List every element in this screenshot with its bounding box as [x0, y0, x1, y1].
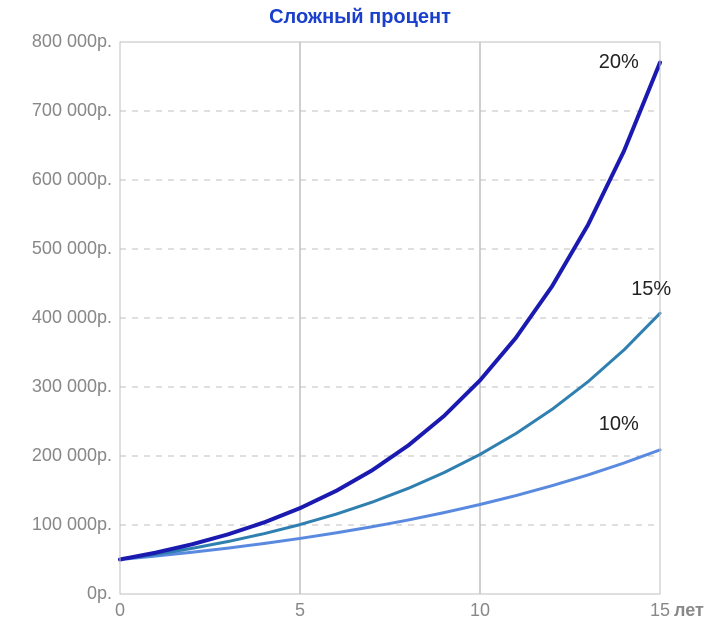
y-tick-label: 200 000р.	[32, 445, 112, 466]
x-tick-label: 10	[460, 600, 500, 621]
y-tick-label: 300 000р.	[32, 376, 112, 397]
y-tick-label: 800 000р.	[32, 31, 112, 52]
x-tick-label: 0	[100, 600, 140, 621]
y-tick-label: 500 000р.	[32, 238, 112, 259]
y-tick-label: 100 000р.	[32, 514, 112, 535]
y-tick-label: 600 000р.	[32, 169, 112, 190]
chart-container: Сложный процент 0р.100 000р.200 000р.300…	[0, 0, 720, 644]
x-tick-label: 5	[280, 600, 320, 621]
series-label-20%: 20%	[599, 51, 639, 74]
series-label-15%: 15%	[631, 278, 671, 301]
y-tick-label: 700 000р.	[32, 100, 112, 121]
x-axis-title: лет	[674, 600, 704, 621]
series-label-10%: 10%	[599, 413, 639, 436]
y-tick-label: 400 000р.	[32, 307, 112, 328]
